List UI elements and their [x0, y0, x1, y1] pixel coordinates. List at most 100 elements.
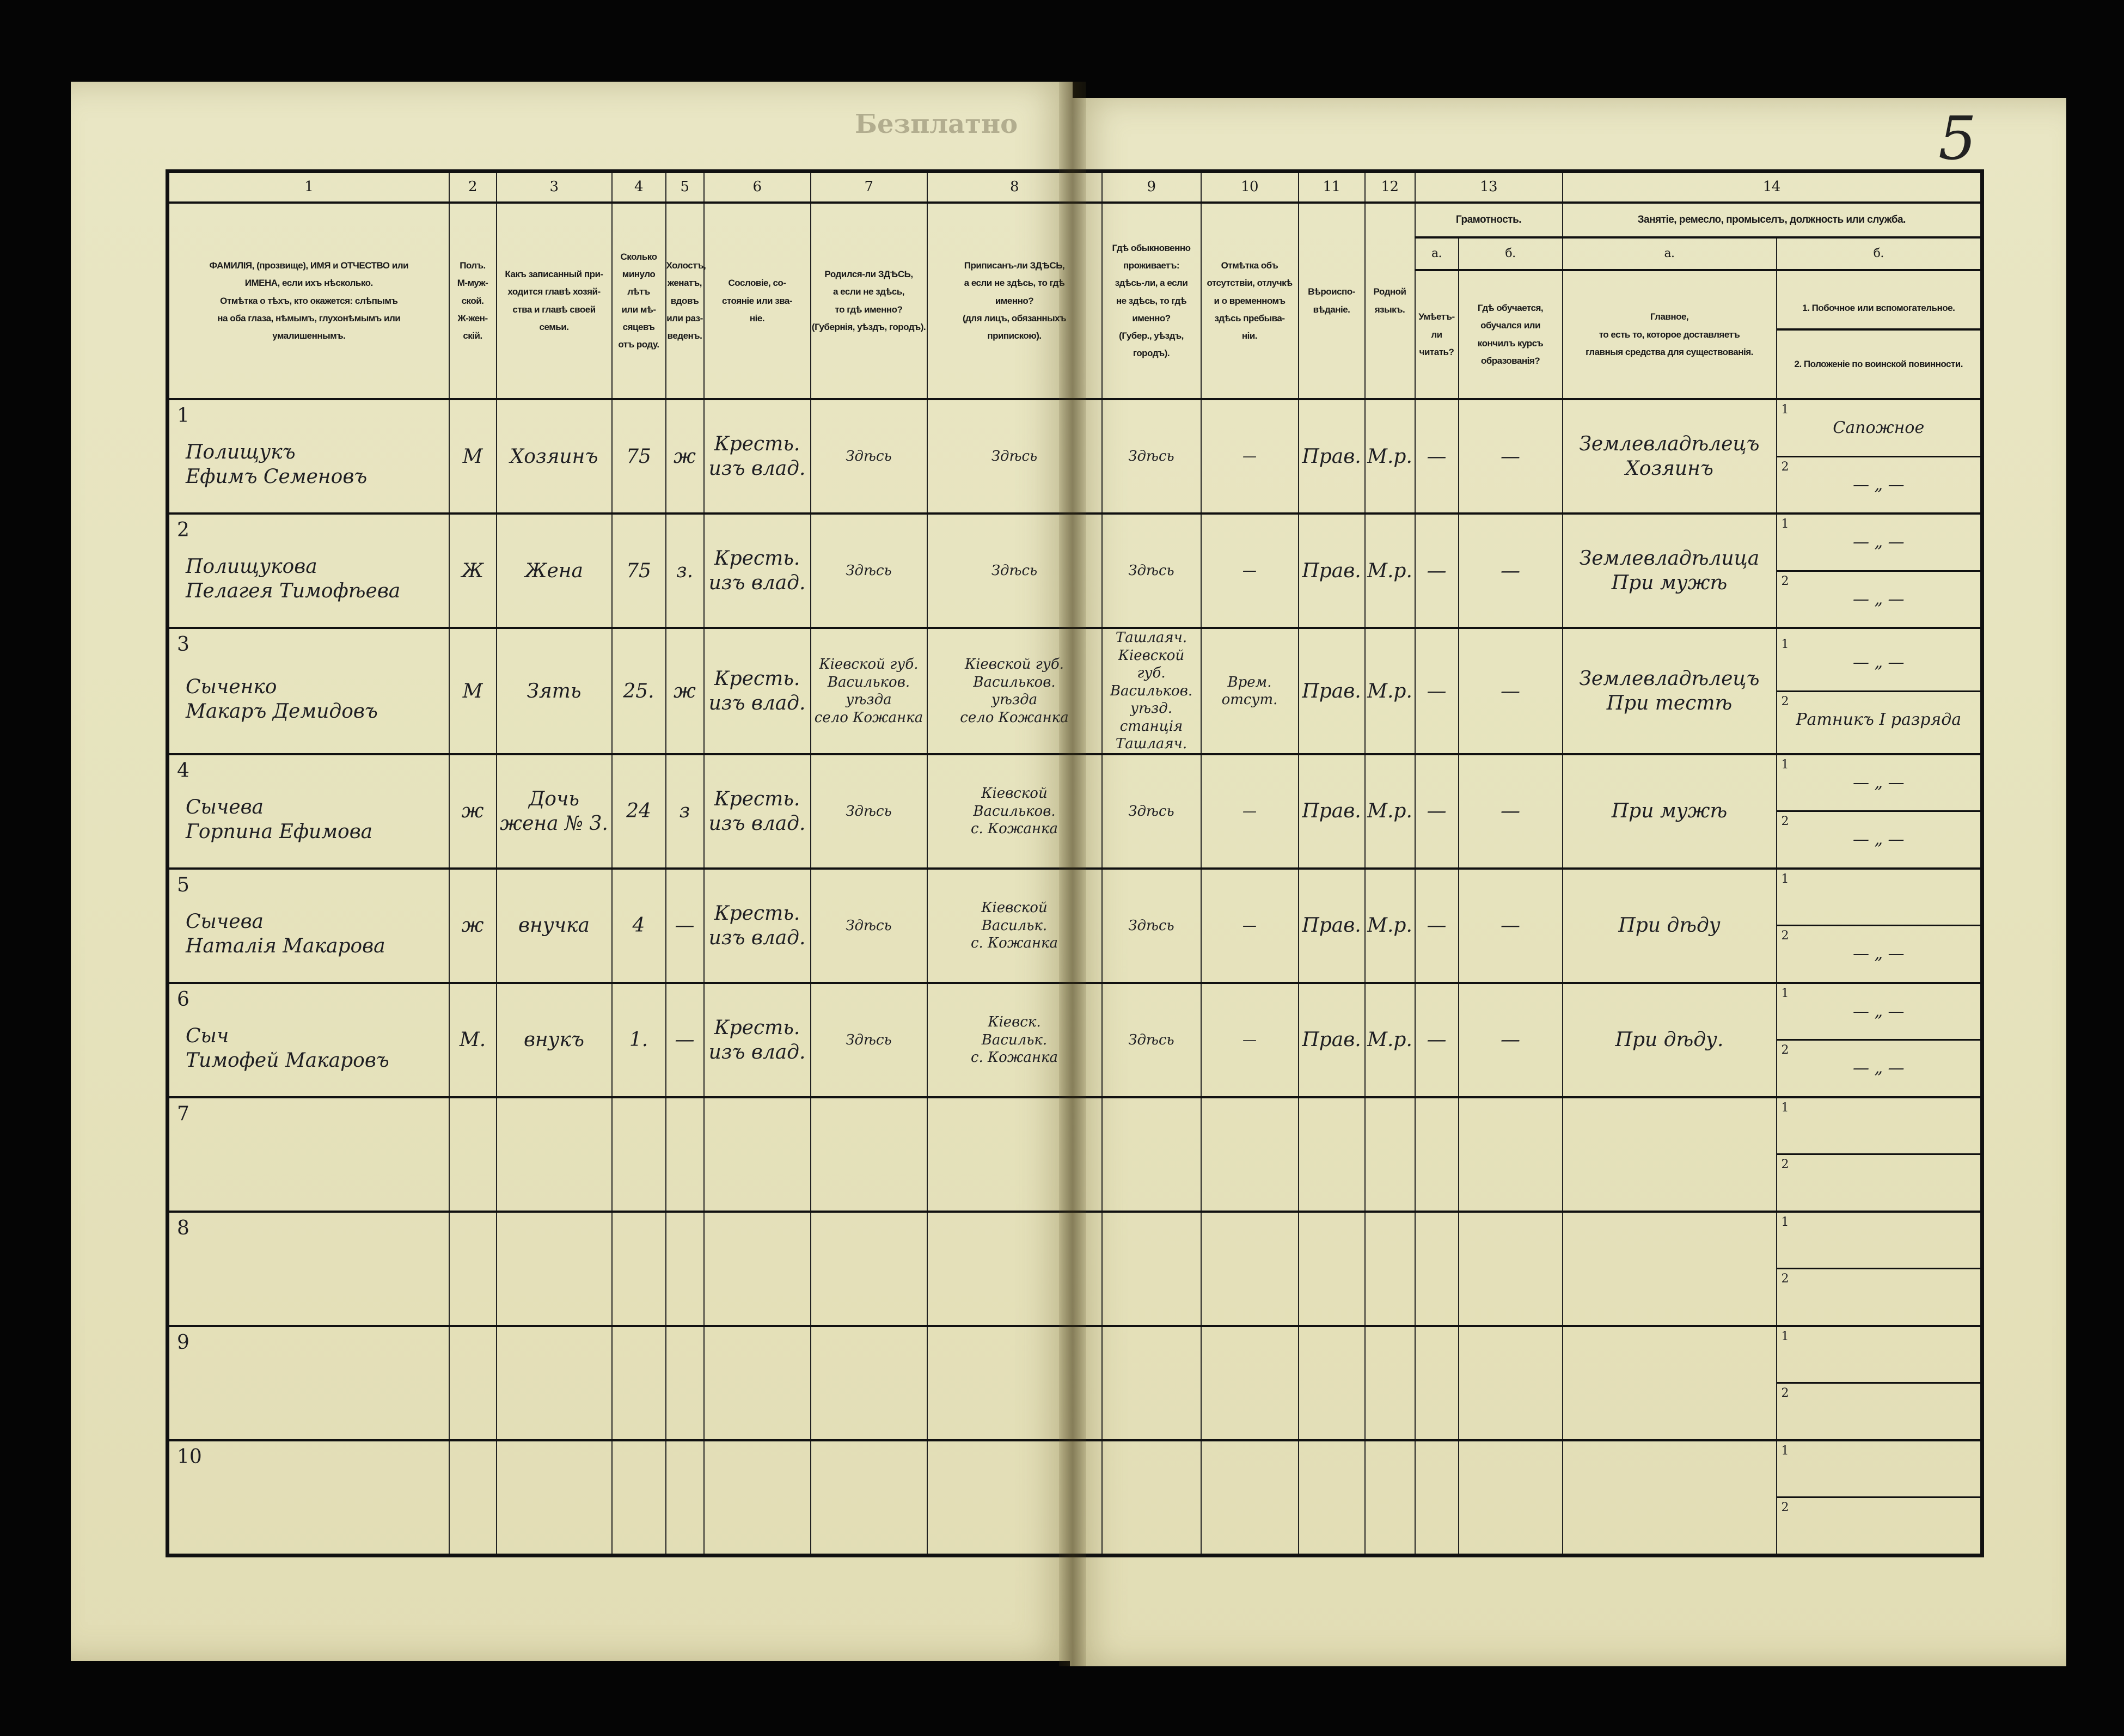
col-number: 14 — [1562, 171, 1983, 204]
residence-cell: Здѣсь — [1101, 982, 1202, 1098]
col-number: 5 — [665, 171, 705, 204]
sex-cell — [448, 1097, 497, 1213]
marital-status-cell: з — [665, 754, 705, 870]
sex-cell: ж — [448, 754, 497, 870]
header-relation: Какъ записанный при- ходится главѣ хозяй… — [495, 203, 613, 401]
can-read-cell: — — [1414, 399, 1459, 515]
relation-cell: внукъ — [495, 982, 613, 1098]
marital-status-cell: — — [665, 982, 705, 1098]
secondary-occupation-subcell: 1 — „ — — [1777, 755, 1981, 811]
table-row: 2 Полищукова Пелагея Тимофѣева Ж Жена 75 з. Кр… — [167, 514, 1983, 629]
marital-status-cell — [665, 1097, 705, 1213]
table-row: 1 Полищукъ Ефимъ Семеновъ М Хозяинъ 75 ж Крест… — [167, 399, 1983, 515]
person-name: Сыч Тимофей Макаровъ — [186, 1024, 389, 1072]
age-cell: 24 — [611, 754, 666, 870]
main-occupation-cell: При дѣду — [1562, 868, 1777, 984]
sex-cell: М. — [448, 982, 497, 1098]
estate-cell: Кресть. изъ влад. — [703, 628, 811, 755]
registered-place-cell: Кіевск. Васильк. с. Кожанка — [926, 982, 1103, 1098]
relation-cell: Хозяинъ — [495, 399, 613, 515]
education-cell: — — [1458, 399, 1563, 515]
birthplace-cell — [810, 1440, 928, 1557]
native-language-cell — [1364, 1097, 1416, 1213]
residence-cell — [1101, 1325, 1202, 1441]
person-name: Сыченко Макаръ Демидовъ — [186, 676, 378, 723]
age-cell: 4 — [611, 868, 666, 984]
person-name-cell: 7 — [167, 1097, 450, 1213]
header-literacy-a: а. — [1414, 237, 1459, 271]
col-number: 10 — [1200, 171, 1299, 204]
estate-cell: Кресть. изъ влад. — [703, 399, 811, 515]
native-language-cell: М.р. — [1364, 514, 1416, 629]
military-status: — „ — — [1852, 944, 1905, 964]
estate-cell: Кресть. изъ влад. — [703, 868, 811, 984]
row-number: 9 — [177, 1331, 189, 1354]
page-number: 5 — [1938, 103, 1976, 173]
can-read-cell — [1414, 1097, 1459, 1213]
registered-place-cell: Кіевской Васильков. с. Кожанка — [926, 754, 1103, 870]
header-religion: Вѣроиспо- вѣданіе. — [1297, 203, 1366, 401]
residence-cell — [1101, 1440, 1202, 1557]
col-number: 9 — [1101, 171, 1202, 204]
military-status: — „ — — [1852, 1059, 1905, 1078]
row-number: 2 — [177, 519, 189, 542]
person-name-cell: 6 Сыч Тимофей Макаровъ — [167, 982, 450, 1098]
header-estate: Сословіе, со- стояніе или зва- ніе. — [703, 203, 811, 401]
age-cell — [611, 1097, 666, 1213]
military-status: — „ — — [1852, 589, 1905, 609]
education-cell: — — [1458, 868, 1563, 984]
person-name-cell: 8 — [167, 1211, 450, 1327]
registered-place-cell — [926, 1325, 1103, 1441]
col-number: 12 — [1364, 171, 1416, 204]
secondary-occupation: — „ — — [1852, 773, 1905, 792]
sub-row-number: 1 — [1781, 1329, 1789, 1343]
residence-cell: Здѣсь — [1101, 514, 1202, 629]
header-marital: Холостъ, женатъ, вдовъ или раз- веденъ. — [665, 203, 706, 401]
religion-cell — [1297, 1440, 1366, 1557]
col-number: 2 — [448, 171, 497, 204]
residence-cell: Здѣсь — [1101, 399, 1202, 515]
religion-cell: Прав. — [1297, 399, 1366, 515]
native-language-cell: М.р. — [1364, 982, 1416, 1098]
age-cell — [611, 1211, 666, 1327]
age-cell: 75 — [611, 399, 666, 515]
secondary-occupation-cell: 1 — „ — 2 — „ — — [1776, 514, 1983, 629]
row-number: 10 — [177, 1445, 202, 1468]
native-language-cell: М.р. — [1364, 399, 1416, 515]
sub-row-number: 2 — [1781, 1043, 1789, 1058]
main-occupation-cell — [1562, 1097, 1777, 1213]
absence-note-cell: — — [1200, 868, 1299, 984]
religion-cell — [1297, 1211, 1366, 1327]
sex-cell: ж — [448, 868, 497, 984]
header-secondary-occupation: 1. Побочное или вспомогательное. — [1777, 289, 1980, 331]
person-name-cell: 3 Сыченко Макаръ Демидовъ — [167, 628, 450, 755]
col-number: 13 — [1414, 171, 1563, 204]
person-name-cell: 1 Полищукъ Ефимъ Семеновъ — [167, 399, 450, 515]
absence-note-cell: — — [1200, 754, 1299, 870]
person-name — [186, 1261, 449, 1277]
absence-note-cell: Врем. отсут. — [1200, 628, 1299, 755]
can-read-cell — [1414, 1325, 1459, 1441]
sex-cell: М — [448, 399, 497, 515]
person-name-cell: 5 Сычева Наталія Макарова — [167, 868, 450, 984]
header-main-occupation: Главное, то есть то, которое доставляетъ… — [1562, 270, 1777, 401]
marital-status-cell: — — [665, 868, 705, 984]
sub-row-number: 2 — [1781, 929, 1789, 943]
row-number: 1 — [177, 405, 189, 427]
col-number: 6 — [703, 171, 811, 204]
person-name: Сычева Наталія Макарова — [186, 910, 385, 957]
education-cell — [1458, 1097, 1563, 1213]
native-language-cell — [1364, 1440, 1416, 1557]
marital-status-cell — [665, 1325, 705, 1441]
person-name-cell: 4 Сычева Горпина Ефимова — [167, 754, 450, 870]
can-read-cell: — — [1414, 982, 1459, 1098]
table-row: 5 Сычева Наталія Макарова ж внучка 4— Кресть.… — [167, 868, 1983, 984]
can-read-cell — [1414, 1211, 1459, 1327]
header-secondary: 1. Побочное или вспомогательное. 2. Поло… — [1776, 270, 1983, 401]
native-language-cell: М.р. — [1364, 628, 1416, 755]
birthplace-cell: Кіевской губ. Васильков. уѣзда село Кожа… — [810, 628, 928, 755]
header-sex: Полъ. М-муж- ской. Ж-жен- скій. — [448, 203, 497, 401]
